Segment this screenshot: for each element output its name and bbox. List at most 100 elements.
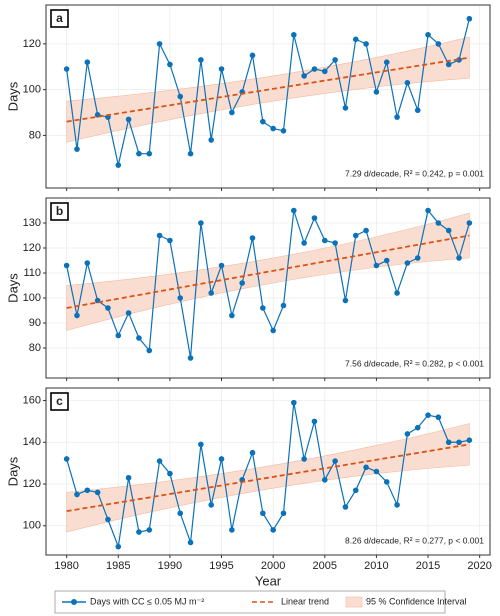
data-point: [208, 290, 215, 296]
data-point: [74, 146, 80, 152]
plot-frame: [45, 4, 491, 189]
data-point: [156, 458, 163, 464]
y-axis-label: Days: [5, 456, 20, 486]
data-point: [167, 237, 173, 244]
data-point: [270, 327, 276, 334]
data-point: [63, 66, 70, 72]
data-point: [342, 504, 349, 510]
data-point: [146, 347, 153, 354]
x-tick-label: 2005: [313, 560, 337, 572]
data-point: [125, 474, 132, 481]
data-point: [260, 118, 266, 125]
data-point: [414, 107, 421, 114]
data-point: [456, 255, 462, 261]
data-point: [373, 89, 380, 95]
trend-line: [66, 234, 470, 309]
data-point: [260, 305, 266, 311]
data-point: [321, 68, 328, 75]
data-point: [404, 431, 411, 437]
panel-label-box: [50, 9, 69, 28]
data-point: [404, 260, 411, 266]
y-tick-label: 120: [23, 242, 41, 254]
data-point: [74, 491, 80, 498]
y-tick-label: 160: [23, 394, 41, 406]
annotation: 7.56 d/decade, R² = 0.282, p < 0.001: [345, 358, 484, 368]
data-point: [136, 150, 142, 157]
x-tick-label: 2015: [416, 560, 440, 572]
x-tick-label: 2020: [467, 560, 491, 572]
data-point: [394, 114, 400, 120]
data-point: [301, 456, 307, 462]
x-tick-label: 2000: [261, 560, 285, 572]
panel: 100 120 140 160 1980 1985 1990 1995 2000 2005 2010…: [5, 387, 492, 588]
data-point: [414, 424, 421, 431]
data-point: [270, 125, 276, 132]
data-point: [84, 260, 91, 266]
data-point: [435, 41, 442, 47]
trend-line: [66, 443, 470, 513]
data-point: [177, 510, 184, 517]
data-point: [311, 418, 318, 425]
data-point: [136, 335, 142, 341]
data-point: [291, 31, 297, 38]
data-point: [280, 302, 287, 309]
plot-frame: [45, 197, 491, 379]
y-tick-label: 80: [29, 129, 41, 141]
legend-label: Days with CC ≤ 0.05 MJ m⁻²: [90, 596, 204, 606]
y-tick-label: 100: [23, 520, 41, 532]
data-point: [218, 262, 225, 269]
data-point: [146, 150, 153, 157]
data-point: [373, 468, 380, 475]
y-tick-label: 100: [23, 292, 41, 304]
legend-dot-marker: [71, 599, 77, 605]
x-tick-label: 1995: [209, 560, 233, 572]
data-point: [115, 543, 122, 550]
data-point: [239, 280, 245, 286]
data-point: [321, 237, 328, 244]
data-point: [394, 502, 400, 508]
data-point: [187, 150, 194, 157]
data-point: [146, 527, 153, 533]
data-point: [373, 262, 380, 269]
data-point: [208, 137, 215, 143]
legend-box: [54, 590, 446, 614]
y-tick-label: 100: [23, 84, 41, 96]
data-point: [352, 36, 359, 43]
data-point: [105, 516, 111, 523]
data-line: [66, 18, 470, 166]
legend-label: 95 % Confidence Interval: [366, 596, 467, 606]
data-point: [136, 529, 142, 535]
data-point: [84, 59, 91, 65]
data-point: [301, 73, 307, 79]
data-point: [332, 240, 338, 246]
data-point: [466, 437, 473, 443]
data-point: [249, 449, 256, 456]
data-point: [115, 332, 122, 339]
legend-label: Linear trend: [281, 596, 329, 606]
annotation: 8.26 d/decade, R² = 0.277, p < 0.001: [345, 535, 484, 545]
charts: 80 100 120 a 7.29 d/decade, R² = 0.242, p = …: [5, 4, 492, 588]
data-point: [291, 399, 297, 406]
data-point: [156, 41, 163, 47]
panel-label: c: [56, 394, 63, 408]
data-point: [280, 128, 287, 134]
data-point: [456, 439, 462, 446]
data-point: [342, 297, 349, 304]
y-axis-label: Days: [5, 273, 20, 303]
data-point: [167, 61, 173, 68]
y-tick-label: 130: [23, 217, 41, 229]
data-point: [63, 456, 70, 462]
data-point: [115, 162, 122, 168]
data-point: [445, 439, 452, 446]
data-point: [177, 295, 184, 301]
data-point: [218, 66, 225, 72]
data-point: [445, 61, 452, 68]
y-tick-label: 120: [23, 38, 41, 50]
panel-label: a: [56, 11, 63, 25]
data-point: [363, 464, 369, 471]
data-line: [66, 209, 470, 359]
data-point: [311, 66, 318, 72]
data-point: [167, 470, 173, 477]
panel-label: b: [56, 204, 63, 218]
